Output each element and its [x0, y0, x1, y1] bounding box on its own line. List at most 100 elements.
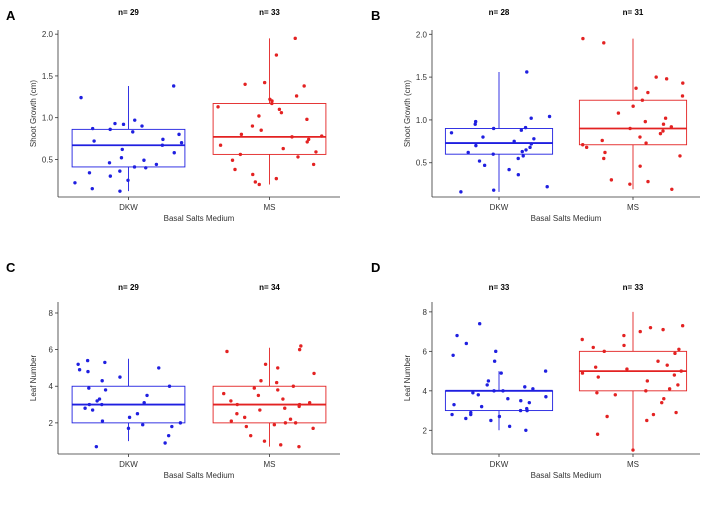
data-point [525, 70, 529, 74]
data-point [679, 369, 683, 373]
data-point [602, 349, 606, 354]
data-point [121, 122, 126, 127]
data-point [528, 145, 532, 150]
y-tick-label: 8 [49, 309, 54, 318]
data-point [482, 163, 487, 168]
data-point [235, 402, 239, 407]
data-point [451, 353, 455, 357]
data-point [108, 127, 112, 132]
data-point [279, 110, 284, 115]
data-point [646, 90, 650, 95]
data-point [501, 389, 505, 393]
data-point [660, 400, 664, 405]
data-point [230, 158, 235, 162]
data-point [667, 387, 672, 391]
data-point [661, 129, 665, 133]
data-point [145, 393, 149, 398]
data-point [581, 143, 585, 147]
data-point [299, 344, 303, 348]
data-point [118, 189, 122, 193]
data-point [141, 422, 145, 427]
data-point [95, 399, 99, 403]
data-point [471, 391, 475, 395]
data-point [648, 325, 653, 330]
data-point [290, 135, 294, 139]
data-point [272, 422, 277, 427]
y-tick-label: 1.0 [416, 116, 428, 125]
data-point [305, 140, 309, 144]
data-point [293, 421, 298, 425]
x-tick-label: DKW [119, 203, 138, 212]
data-point [469, 412, 473, 417]
data-point [543, 369, 548, 373]
data-point [481, 135, 485, 139]
data-point [178, 421, 183, 425]
data-point [638, 135, 642, 139]
x-axis-title: Basal Salts Medium [531, 471, 602, 480]
panel-letter: A [6, 8, 16, 23]
data-point [523, 125, 528, 130]
x-axis-title: Basal Salts Medium [164, 471, 235, 480]
data-point [595, 432, 600, 436]
y-tick-label: 6 [49, 346, 54, 355]
data-point [464, 341, 469, 346]
data-point [672, 373, 677, 377]
data-point [466, 150, 470, 155]
data-point [229, 419, 234, 423]
data-point [662, 397, 666, 401]
n-label: n= 31 [623, 8, 644, 17]
data-point [87, 386, 91, 390]
data-point [596, 375, 600, 379]
data-point [631, 448, 635, 452]
data-point [90, 408, 95, 412]
data-point [118, 169, 122, 173]
data-point [262, 80, 267, 85]
data-point [257, 182, 261, 187]
data-point [252, 386, 256, 390]
data-point [492, 389, 496, 393]
data-point [547, 114, 552, 119]
panel-letter: D [371, 260, 380, 275]
data-point [113, 121, 117, 126]
data-point [126, 178, 130, 182]
data-point [144, 166, 148, 170]
data-point [235, 412, 239, 416]
data-point [276, 388, 280, 392]
data-point [455, 333, 459, 338]
data-point [297, 444, 301, 449]
data-point [160, 143, 165, 147]
data-point [595, 391, 599, 395]
data-point [242, 415, 247, 420]
data-point [281, 397, 285, 401]
data-point [222, 391, 226, 396]
data-point [518, 408, 523, 413]
data-point [142, 401, 146, 405]
group-dkw: n= 29 DKW [71, 283, 186, 469]
data-point [297, 347, 302, 352]
data-point [90, 186, 94, 191]
y-tick-label: 4 [49, 382, 54, 391]
data-point [631, 104, 635, 108]
data-point [516, 156, 520, 161]
data-point [449, 131, 454, 135]
group-ms: n= 34 MS [212, 283, 327, 469]
data-point [167, 384, 172, 388]
data-point [92, 139, 96, 143]
data-point [73, 181, 77, 185]
data-point [497, 414, 502, 419]
data-point [521, 154, 525, 158]
data-point [491, 188, 496, 192]
data-point [485, 383, 489, 387]
data-point [257, 114, 261, 118]
data-point [76, 362, 80, 366]
data-point [238, 152, 243, 157]
data-point [644, 141, 648, 145]
data-point [77, 368, 82, 372]
data-point [296, 155, 300, 159]
data-point [302, 84, 306, 88]
data-point [281, 146, 285, 151]
data-point [584, 145, 589, 150]
data-point [87, 402, 92, 407]
data-point [140, 124, 144, 128]
data-point [680, 323, 685, 328]
